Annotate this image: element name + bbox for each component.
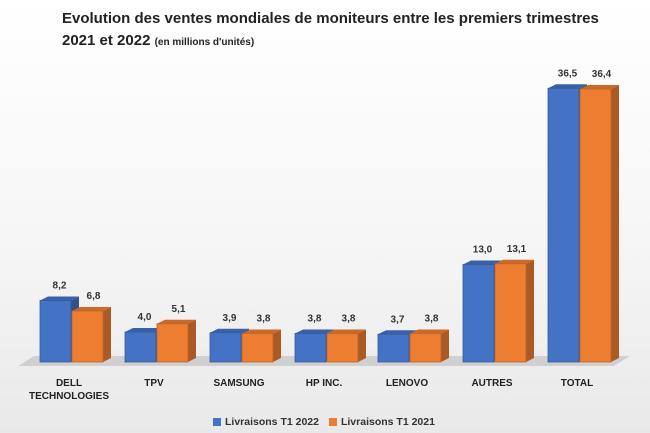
data-label-2022-0: 8,2 <box>53 281 67 292</box>
bar-2022-4 <box>377 333 410 363</box>
legend-swatch-2022 <box>213 418 221 426</box>
bar-2021-side-4 <box>441 329 449 362</box>
chart-title: Evolution des ventes mondiales de monite… <box>62 8 622 54</box>
bar-2022-1 <box>124 331 157 363</box>
data-label-2021-3: 3,8 <box>342 314 356 325</box>
chart-legend: Livraisons T1 2022 Livraisons T1 2021 <box>213 412 443 432</box>
category-label-4: LENOVO <box>386 378 428 389</box>
data-label-2021-0: 6,8 <box>87 291 101 302</box>
bar-2021-side-1 <box>188 319 196 362</box>
category-label-6: TOTAL <box>561 378 593 389</box>
bar-2021-side-6 <box>611 85 619 362</box>
bar-2021-5 <box>494 263 527 363</box>
bar-2022-6 <box>547 87 580 363</box>
bar-2022-top-1 <box>125 328 164 332</box>
bar-2021-top-6 <box>580 85 619 89</box>
bar-2021-side-5 <box>526 259 534 362</box>
bar-2021-6 <box>579 88 612 363</box>
bar-2021-top-0 <box>72 307 111 311</box>
bar-2021-top-1 <box>157 319 196 324</box>
bar-2022-top-3 <box>295 329 334 334</box>
data-label-2022-5: 13,0 <box>473 245 493 256</box>
data-label-2021-2: 3,8 <box>257 314 271 325</box>
legend-item-2022: Livraisons T1 2022 <box>213 416 319 428</box>
data-label-2022-2: 3,9 <box>223 313 237 324</box>
bar-2021-1 <box>156 323 189 363</box>
bar-2021-4 <box>409 333 442 363</box>
bar-2022-5 <box>462 264 495 363</box>
bar-2021-side-0 <box>103 307 111 362</box>
bar-2022-top-5 <box>463 260 502 265</box>
data-label-2022-6: 36,5 <box>558 68 578 79</box>
category-label-3: HP INC. <box>306 378 343 389</box>
category-label-1: TPV <box>144 378 164 389</box>
bar-2021-3 <box>326 333 359 363</box>
category-label-5: AUTRES <box>471 378 512 389</box>
legend-label-2021: Livraisons T1 2021 <box>340 416 435 428</box>
bar-2022-top-2 <box>210 328 249 333</box>
chart-title-unit: (en millions d'unités) <box>154 37 255 48</box>
bar-2021-2 <box>241 333 274 363</box>
legend-item-2021: Livraisons T1 2021 <box>328 416 435 428</box>
bar-2022-top-0 <box>40 296 79 301</box>
data-label-2021-4: 3,8 <box>425 314 439 325</box>
category-label-0-line-0: DELL <box>56 378 82 389</box>
chart-title-main: Evolution des ventes mondiales de monite… <box>62 10 599 49</box>
legend-swatch-2021 <box>328 418 337 426</box>
data-label-2021-5: 13,1 <box>507 244 527 255</box>
bar-2022-0 <box>39 300 72 363</box>
legend-label-2022: Livraisons T1 2022 <box>225 416 319 428</box>
data-label-2022-4: 3,7 <box>391 314 405 325</box>
data-label-2022-1: 4,0 <box>138 312 152 323</box>
data-label-2021-6: 36,4 <box>592 69 612 80</box>
data-label-2021-1: 5,1 <box>172 304 186 315</box>
bar-2022-top-4 <box>378 330 417 335</box>
bar-2022-2 <box>209 332 242 363</box>
bar-2022-top-6 <box>548 84 587 89</box>
bar-2022-3 <box>294 333 327 363</box>
bar-2021-top-4 <box>410 329 449 334</box>
category-label-2: SAMSUNG <box>213 378 264 389</box>
category-label-0-line-1: TECHNOLOGIES <box>29 391 109 402</box>
bar-2021-0 <box>71 310 104 363</box>
bar-2021-side-3 <box>358 329 366 362</box>
bar-2021-top-5 <box>495 259 534 264</box>
bar-2021-top-2 <box>242 329 281 334</box>
data-label-2022-3: 3,8 <box>308 314 322 325</box>
bar-2021-side-2 <box>273 329 281 362</box>
bar-2021-top-3 <box>327 329 366 334</box>
